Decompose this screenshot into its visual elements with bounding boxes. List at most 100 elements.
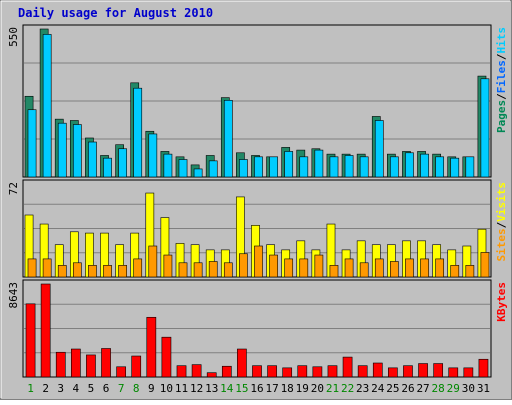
- kbytes-bar-kbytes-day-18: [282, 367, 293, 378]
- visits-bar-sites-day-9: [148, 245, 158, 278]
- hits-legend-part: /: [495, 93, 508, 100]
- x-tick-label-day-4: 4: [73, 382, 80, 395]
- kbytes-bar-kbytes-day-1: [25, 303, 36, 378]
- hits-legend-part: Files: [495, 60, 508, 93]
- hits-bar-hits-day-30: [465, 156, 475, 178]
- kbytes-bar-kbytes-day-13: [206, 372, 217, 378]
- hits-bar-hits-day-28: [435, 156, 445, 178]
- visits-legend: Sites/Visits: [495, 182, 508, 262]
- hits-bar-hits-day-20: [314, 149, 324, 178]
- visits-bar-sites-day-3: [57, 265, 67, 278]
- kbytes-bar-kbytes-day-31: [478, 358, 489, 378]
- kbytes-bar-kbytes-day-25: [388, 367, 398, 378]
- hits-legend-part: /: [495, 53, 508, 60]
- x-tick-label-day-30: 30: [462, 382, 475, 395]
- visits-bar-sites-day-6: [103, 265, 112, 278]
- kbytes-bar-kbytes-day-9: [146, 316, 157, 378]
- kbytes-bar-kbytes-day-17: [267, 365, 277, 378]
- x-tick-label-day-6: 6: [103, 382, 110, 395]
- kbytes-bar-kbytes-day-22: [342, 356, 353, 378]
- x-tick-label-day-24: 24: [371, 382, 385, 395]
- hits-bar-hits-day-26: [405, 152, 414, 178]
- hits-ymax-label: 550: [7, 27, 20, 47]
- x-tick-label-day-13: 13: [205, 382, 218, 395]
- visits-bar-sites-day-14: [223, 262, 233, 278]
- hits-bar-hits-day-22: [344, 155, 354, 178]
- hits-bar-hits-day-8: [133, 87, 143, 178]
- kbytes-bar-kbytes-day-12: [191, 364, 202, 378]
- kbytes-bar-kbytes-day-30: [463, 367, 474, 378]
- hits-bar-hits-day-18: [284, 151, 294, 178]
- chart-title: Daily usage for August 2010: [18, 6, 213, 20]
- visits-legend-part: Visits: [495, 182, 508, 222]
- hits-bar-hits-day-12: [193, 168, 203, 178]
- kbytes-bar-kbytes-day-15: [237, 348, 247, 378]
- visits-bar-sites-day-24: [374, 258, 384, 278]
- hits-bar-hits-day-24: [374, 120, 384, 178]
- hits-bar-hits-day-29: [450, 157, 460, 178]
- kbytes-bar-kbytes-day-21: [327, 365, 338, 378]
- visits-bar-sites-day-12: [193, 262, 203, 278]
- x-tick-label-day-29: 29: [447, 382, 460, 395]
- visits-bar-sites-day-10: [163, 254, 173, 278]
- x-tick-label-day-27: 27: [416, 382, 429, 395]
- x-tick-label-day-18: 18: [281, 382, 294, 395]
- visits-bar-sites-day-8: [133, 258, 143, 278]
- x-tick-label-day-14: 14: [220, 382, 234, 395]
- hits-bar-hits-day-10: [163, 153, 173, 178]
- x-tick-label-day-15: 15: [235, 382, 248, 395]
- hits-bar-hits-day-25: [390, 156, 399, 178]
- hits-bar-hits-day-15: [239, 159, 248, 178]
- hits-bar-hits-day-7: [118, 148, 127, 178]
- hits-bar-hits-day-17: [269, 156, 278, 178]
- kbytes-bar-kbytes-day-2: [40, 283, 51, 378]
- x-tick-label-day-9: 9: [148, 382, 155, 395]
- x-tick-label-day-10: 10: [160, 382, 173, 395]
- hits-bar-hits-day-2: [42, 34, 52, 178]
- visits-bar-sites-day-19: [299, 258, 309, 278]
- x-tick-label-day-5: 5: [88, 382, 95, 395]
- x-tick-label-day-12: 12: [190, 382, 203, 395]
- hits-bar-hits-day-14: [223, 100, 233, 178]
- x-tick-label-day-2: 2: [42, 382, 49, 395]
- x-tick-label-day-20: 20: [311, 382, 324, 395]
- x-tick-label-day-22: 22: [341, 382, 354, 395]
- hits-bar-hits-day-16: [254, 156, 263, 178]
- visits-bar-sites-day-23: [359, 262, 369, 278]
- hits-bar-hits-day-1: [27, 109, 37, 178]
- hits-bar-hits-day-21: [329, 156, 339, 178]
- x-tick-label-day-3: 3: [57, 382, 64, 395]
- hits-bar-hits-day-6: [103, 157, 112, 178]
- x-tick-label-day-28: 28: [432, 382, 445, 395]
- kbytes-bar-kbytes-day-4: [70, 348, 81, 378]
- hits-legend: Pages/Files/Hits: [495, 27, 508, 133]
- visits-bar-sites-day-2: [42, 258, 52, 278]
- kbytes-legend: KBytes: [495, 282, 508, 322]
- kbytes-bar-kbytes-day-3: [55, 351, 66, 378]
- visits-bar-sites-day-7: [118, 265, 127, 278]
- kbytes-bar-kbytes-day-10: [161, 336, 172, 378]
- visits-bar-sites-day-13: [208, 261, 218, 278]
- kbytes-bar-kbytes-day-11: [176, 365, 187, 378]
- x-tick-label-day-11: 11: [175, 382, 188, 395]
- x-tick-label-day-25: 25: [386, 382, 399, 395]
- visits-bar-sites-day-20: [314, 254, 324, 278]
- visits-bar-sites-day-16: [254, 245, 263, 278]
- hits-bar-hits-day-4: [72, 124, 82, 178]
- x-tick-label-day-31: 31: [477, 382, 490, 395]
- x-tick-label-day-17: 17: [265, 382, 278, 395]
- x-tick-label-day-23: 23: [356, 382, 369, 395]
- kbytes-bar-kbytes-day-8: [131, 355, 142, 378]
- hits-bar-hits-day-19: [299, 156, 309, 178]
- hits-bar-hits-day-11: [178, 159, 188, 178]
- kbytes-bar-kbytes-day-28: [433, 363, 444, 378]
- x-tick-label-day-16: 16: [250, 382, 263, 395]
- hits-bar-hits-day-23: [359, 156, 369, 178]
- hits-bar-hits-day-31: [480, 78, 490, 178]
- x-tick-label-day-1: 1: [27, 382, 34, 395]
- kbytes-bar-kbytes-day-16: [252, 365, 262, 378]
- kbytes-bar-kbytes-day-20: [312, 366, 323, 378]
- kbytes-bar-kbytes-day-26: [403, 365, 413, 378]
- hits-bar-hits-day-5: [88, 141, 97, 178]
